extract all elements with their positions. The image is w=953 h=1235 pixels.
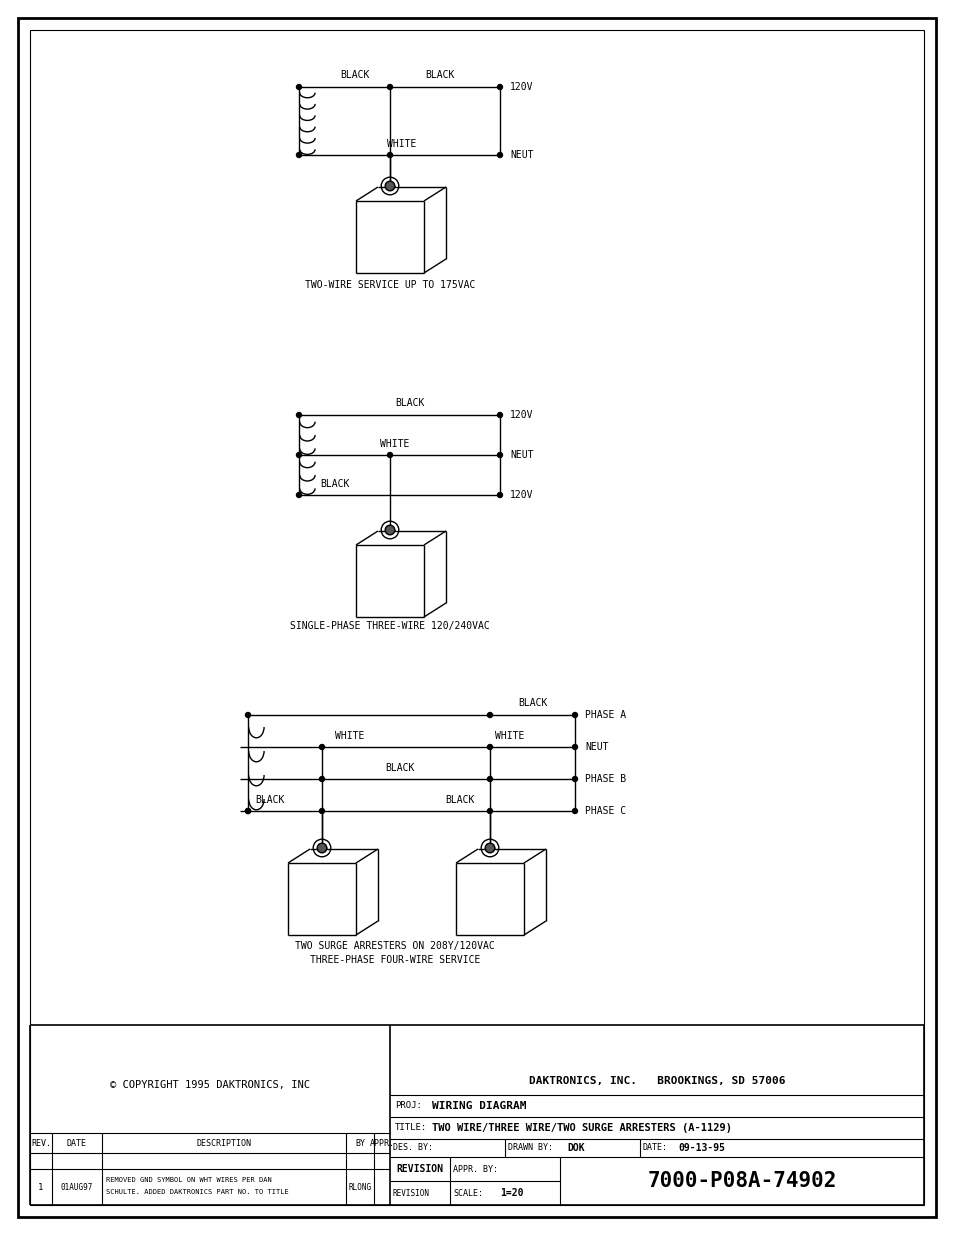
Text: BLACK: BLACK (255, 795, 284, 805)
Text: BLACK: BLACK (385, 763, 415, 773)
Text: 120V: 120V (510, 490, 533, 500)
Text: WHITE: WHITE (387, 140, 416, 149)
Text: DATE: DATE (67, 1139, 87, 1147)
Circle shape (497, 493, 502, 498)
Text: SINGLE-PHASE THREE-WIRE 120/240VAC: SINGLE-PHASE THREE-WIRE 120/240VAC (290, 621, 489, 631)
Circle shape (387, 452, 392, 457)
Text: DESCRIPTION: DESCRIPTION (196, 1139, 252, 1147)
Text: BLACK: BLACK (518, 698, 547, 708)
Text: RLONG: RLONG (348, 1182, 371, 1192)
Circle shape (296, 493, 301, 498)
Text: 1: 1 (38, 1182, 44, 1192)
Text: BLACK: BLACK (445, 795, 475, 805)
Circle shape (316, 844, 327, 853)
Circle shape (572, 745, 577, 750)
Circle shape (497, 84, 502, 89)
Circle shape (296, 84, 301, 89)
Text: 120V: 120V (510, 410, 533, 420)
Text: REVISION: REVISION (396, 1165, 443, 1174)
Text: NEUT: NEUT (584, 742, 608, 752)
Text: 01AUG97: 01AUG97 (61, 1182, 93, 1192)
Circle shape (572, 777, 577, 782)
Circle shape (572, 713, 577, 718)
Text: 120V: 120V (510, 82, 533, 91)
Text: NEUT: NEUT (510, 149, 533, 161)
Text: TWO SURGE ARRESTERS ON 208Y/120VAC: TWO SURGE ARRESTERS ON 208Y/120VAC (294, 941, 495, 951)
Circle shape (487, 745, 492, 750)
Circle shape (497, 452, 502, 457)
Circle shape (485, 844, 495, 853)
Circle shape (296, 152, 301, 158)
Text: PHASE B: PHASE B (584, 774, 625, 784)
Circle shape (487, 713, 492, 718)
Circle shape (319, 809, 324, 814)
Text: SCALE:: SCALE: (453, 1188, 482, 1198)
Circle shape (245, 809, 251, 814)
Text: REMOVED GND SYMBOL ON WHT WIRES PER DAN: REMOVED GND SYMBOL ON WHT WIRES PER DAN (106, 1177, 272, 1183)
Circle shape (497, 412, 502, 417)
Text: APPR. BY:: APPR. BY: (453, 1165, 497, 1173)
Text: PHASE A: PHASE A (584, 710, 625, 720)
Text: 1=20: 1=20 (499, 1188, 523, 1198)
Circle shape (385, 525, 395, 535)
Text: BLACK: BLACK (395, 398, 424, 408)
Text: BLACK: BLACK (425, 70, 455, 80)
Text: TWO-WIRE SERVICE UP TO 175VAC: TWO-WIRE SERVICE UP TO 175VAC (305, 280, 475, 290)
Circle shape (487, 809, 492, 814)
Text: 09-13-95: 09-13-95 (678, 1144, 724, 1153)
Text: REVISION: REVISION (393, 1188, 430, 1198)
Text: THREE-PHASE FOUR-WIRE SERVICE: THREE-PHASE FOUR-WIRE SERVICE (310, 955, 479, 965)
Circle shape (385, 182, 395, 190)
Text: DOK: DOK (566, 1144, 584, 1153)
Circle shape (487, 777, 492, 782)
Circle shape (319, 745, 324, 750)
Text: PROJ:: PROJ: (395, 1102, 421, 1110)
Text: BLACK: BLACK (320, 479, 350, 489)
Circle shape (245, 713, 251, 718)
Text: WHITE: WHITE (495, 731, 524, 741)
Text: TWO WIRE/THREE WIRE/TWO SURGE ARRESTERS (A-1129): TWO WIRE/THREE WIRE/TWO SURGE ARRESTERS … (432, 1123, 731, 1132)
Text: BY: BY (355, 1139, 365, 1147)
Circle shape (296, 412, 301, 417)
Circle shape (296, 452, 301, 457)
Text: TITLE:: TITLE: (395, 1124, 427, 1132)
Text: © COPYRIGHT 1995 DAKTRONICS, INC: © COPYRIGHT 1995 DAKTRONICS, INC (110, 1079, 310, 1091)
Text: PHASE C: PHASE C (584, 806, 625, 816)
Text: DAKTRONICS, INC.   BROOKINGS, SD 57006: DAKTRONICS, INC. BROOKINGS, SD 57006 (528, 1076, 784, 1086)
Text: DES. BY:: DES. BY: (393, 1144, 433, 1152)
Text: NEUT: NEUT (510, 450, 533, 459)
Text: WIRING DIAGRAM: WIRING DIAGRAM (432, 1100, 526, 1112)
Circle shape (387, 84, 392, 89)
Text: REV.: REV. (30, 1139, 51, 1147)
Circle shape (245, 809, 251, 814)
Text: BLACK: BLACK (340, 70, 370, 80)
Text: DATE:: DATE: (642, 1144, 667, 1152)
Text: 7000-P08A-74902: 7000-P08A-74902 (647, 1171, 836, 1191)
Text: APPR.: APPR. (369, 1139, 395, 1147)
Text: WHITE: WHITE (380, 438, 409, 450)
Circle shape (497, 152, 502, 158)
Circle shape (572, 809, 577, 814)
Text: WHITE: WHITE (335, 731, 364, 741)
Text: SCHULTE. ADDED DAKTRONICS PART NO. TO TITLE: SCHULTE. ADDED DAKTRONICS PART NO. TO TI… (106, 1189, 289, 1195)
Text: DRAWN BY:: DRAWN BY: (507, 1144, 553, 1152)
Circle shape (319, 777, 324, 782)
Circle shape (387, 152, 392, 158)
